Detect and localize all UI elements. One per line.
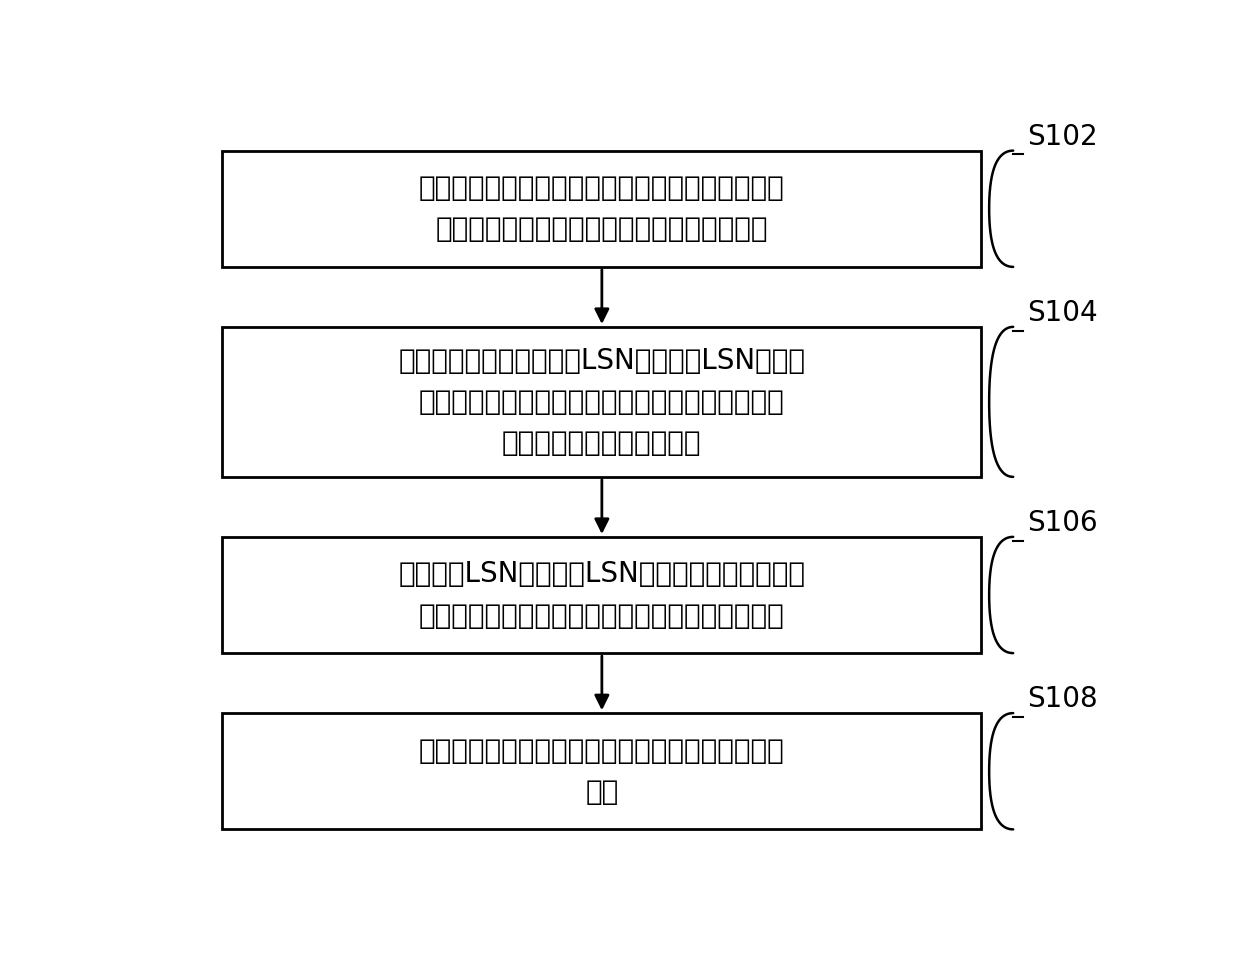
Text: 当最新的LSN达到预定LSN上限时，接收目标数据
节点发送的分片表的表锁，以限制对分片表的操作: 当最新的LSN达到预定LSN上限时，接收目标数据 节点发送的分片表的表锁，以限制… xyxy=(398,560,805,629)
FancyBboxPatch shape xyxy=(222,713,982,830)
Text: S102: S102 xyxy=(1028,123,1099,151)
Text: 当数据库新增第二数据节点时，通知第一数据节点
将待迁移的目标分片数据迁移至第二数据节点: 当数据库新增第二数据节点时，通知第一数据节点 将待迁移的目标分片数据迁移至第二数… xyxy=(419,174,785,244)
Text: S104: S104 xyxy=(1028,299,1099,327)
Text: S108: S108 xyxy=(1028,685,1099,713)
Text: 获取第二数据节点对应的LSN；其中，LSN为目标
分片数据迁移至第二数据节点的过程中，为每个目
标分片数据分配的唯一标识: 获取第二数据节点对应的LSN；其中，LSN为目标 分片数据迁移至第二数据节点的过… xyxy=(398,347,805,457)
FancyBboxPatch shape xyxy=(222,151,982,267)
FancyBboxPatch shape xyxy=(222,327,982,477)
FancyBboxPatch shape xyxy=(222,537,982,654)
Text: S106: S106 xyxy=(1028,508,1099,537)
Text: 当满足预设条件时，释放表锁，以响应对分片表的
操作: 当满足预设条件时，释放表锁，以响应对分片表的 操作 xyxy=(419,736,785,805)
